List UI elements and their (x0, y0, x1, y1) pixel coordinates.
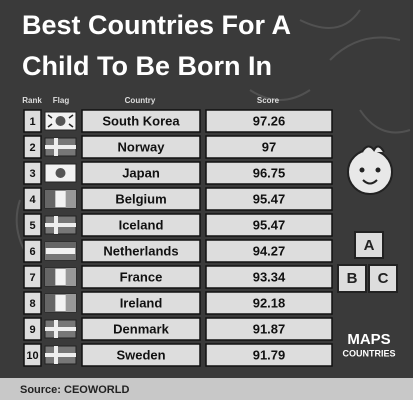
rank: 10 (26, 350, 38, 362)
column-header: Score (257, 96, 280, 105)
country-box (81, 187, 201, 211)
score-box (205, 187, 333, 211)
score-box (205, 291, 333, 315)
column-header: Flag (53, 96, 70, 105)
logo-text: COUNTRIES (342, 348, 395, 358)
baby-icon (347, 145, 393, 195)
flag-cross (45, 223, 76, 227)
rank-box (23, 317, 42, 341)
rank: 1 (29, 116, 35, 128)
rank-box (23, 265, 42, 289)
leaf-pattern (15, 9, 411, 261)
country: France (120, 269, 163, 284)
rank-box (23, 239, 42, 263)
score-box (205, 239, 333, 263)
flag-stripe (65, 294, 76, 312)
flag-stripe (45, 254, 76, 260)
flag-emblem (55, 116, 66, 126)
country-box (81, 291, 201, 315)
rank-box (23, 109, 42, 133)
rank-box (23, 161, 42, 185)
flag-cross (45, 145, 76, 149)
rank: 4 (29, 194, 36, 206)
rank-box (23, 291, 42, 315)
score-box (205, 161, 333, 185)
country: Netherlands (103, 243, 178, 258)
source: Source: CEOWORLD (20, 384, 129, 396)
rank: 2 (29, 142, 35, 154)
country: Denmark (113, 321, 169, 336)
block (354, 231, 384, 259)
rank: 8 (29, 298, 35, 310)
country: Belgium (115, 191, 166, 206)
rank-box (23, 135, 42, 159)
country: Iceland (119, 217, 164, 232)
score: 94.27 (253, 243, 286, 258)
flag-stripe (45, 268, 56, 286)
logo-text: MAPS (347, 331, 390, 348)
country: Ireland (120, 295, 163, 310)
column-header: Country (125, 96, 156, 105)
score: 96.75 (253, 165, 286, 180)
score: 92.18 (253, 295, 286, 310)
country: Norway (118, 139, 166, 154)
score: 97.26 (253, 113, 286, 128)
block (368, 264, 398, 293)
score: 91.87 (253, 321, 286, 336)
block (337, 264, 367, 293)
flag-cross (45, 353, 76, 357)
column-header: Rank (22, 96, 42, 105)
score: 93.34 (253, 269, 286, 284)
score: 91.79 (253, 347, 286, 362)
score-box (205, 213, 333, 237)
country-box (81, 343, 201, 367)
rank: 6 (29, 246, 35, 258)
country: Japan (122, 165, 160, 180)
score-box (205, 109, 333, 133)
title-line: Best Countries For A (22, 10, 291, 40)
country: South Korea (102, 113, 180, 128)
flag-cross (45, 327, 76, 331)
rank: 3 (29, 168, 35, 180)
flag-emblem (55, 168, 66, 178)
score: 95.47 (253, 191, 286, 206)
rank: 7 (29, 272, 35, 284)
rank: 5 (29, 220, 35, 232)
score: 95.47 (253, 217, 286, 232)
rank-box (23, 343, 42, 367)
score-box (205, 317, 333, 341)
score-box (205, 265, 333, 289)
flag-emblem (47, 114, 74, 128)
block-letter: B (347, 270, 358, 287)
flag-stripe (65, 190, 76, 208)
country-box (81, 317, 201, 341)
table-rows: 1 South Korea 97.262 Norway 973 Japan 96.754 Be… (23, 109, 333, 367)
country-box (81, 135, 201, 159)
score-box (205, 135, 333, 159)
country-box (81, 213, 201, 237)
rank: 9 (29, 324, 35, 336)
country-box (81, 239, 201, 263)
score-box (205, 343, 333, 367)
score: 97 (262, 139, 276, 154)
country-box (81, 109, 201, 133)
source-bar (0, 378, 413, 400)
country: Sweden (116, 347, 165, 362)
rank-box (23, 213, 42, 237)
flag-stripe (65, 268, 76, 286)
country-box (81, 161, 201, 185)
rank-box (23, 187, 42, 211)
block-letter: A (364, 237, 375, 254)
flag-stripe (45, 242, 76, 248)
block-letter: C (378, 270, 389, 287)
country-box (81, 265, 201, 289)
flag-stripe (45, 294, 56, 312)
flag-stripe (45, 190, 56, 208)
title-line: Child To Be Born In (22, 51, 272, 81)
